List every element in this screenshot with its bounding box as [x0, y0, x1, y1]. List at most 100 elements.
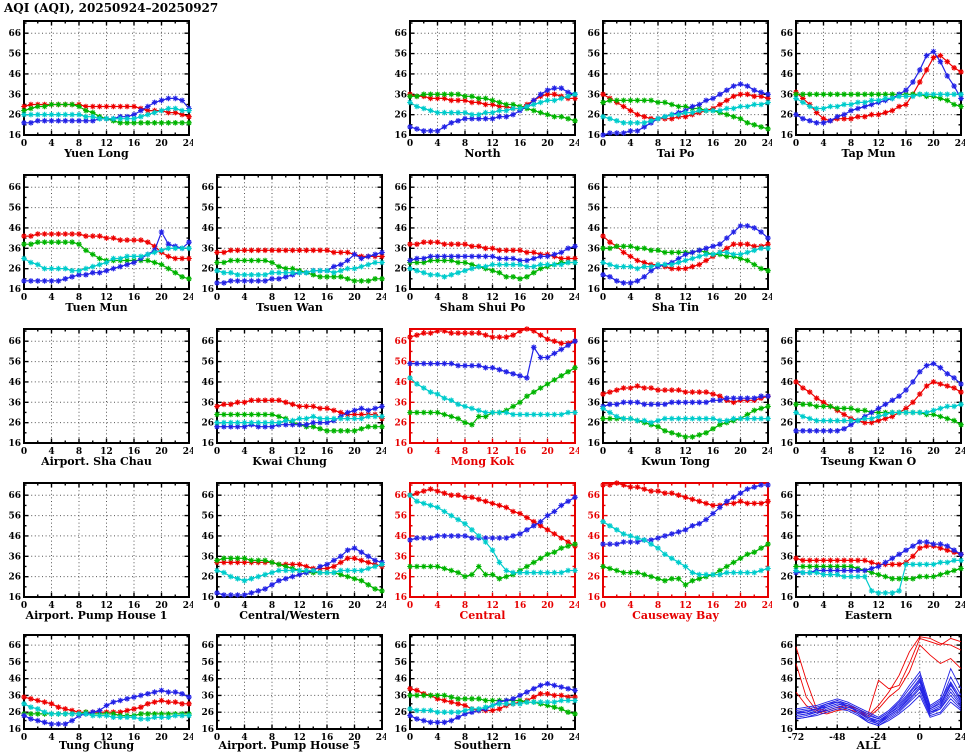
svg-text:16: 16 — [128, 601, 141, 611]
svg-text:24: 24 — [955, 139, 965, 149]
svg-text:56: 56 — [8, 204, 21, 214]
svg-text:12: 12 — [100, 601, 113, 611]
svg-text:46: 46 — [780, 378, 793, 388]
svg-text:36: 36 — [587, 244, 600, 254]
svg-text:36: 36 — [8, 90, 21, 100]
svg-text:26: 26 — [780, 419, 793, 429]
svg-text:4: 4 — [241, 447, 247, 457]
svg-text:26: 26 — [394, 573, 407, 583]
svg-text:12: 12 — [486, 601, 499, 611]
svg-text:16: 16 — [514, 139, 527, 149]
svg-text:46: 46 — [201, 532, 214, 542]
svg-text:26: 26 — [394, 708, 407, 718]
svg-text:16: 16 — [707, 139, 720, 149]
svg-text:4: 4 — [434, 601, 440, 611]
station-label: Sham Shui Po — [439, 301, 526, 314]
chart-yuen-long: 0 4 8 12 16 20 24 16 26 36 46 56 66 Yuen Long — [0, 18, 193, 160]
svg-text:16: 16 — [8, 593, 21, 603]
svg-text:16: 16 — [900, 601, 913, 611]
chart-airport-pump-house-5: 0 4 8 12 16 20 24 16 26 36 46 56 66 Airport. Pump Hou… — [193, 632, 386, 752]
station-label: Kwun Tong — [641, 455, 710, 468]
svg-text:46: 46 — [394, 378, 407, 388]
page-title: AQI (AQI), 20250924–20250927 — [4, 1, 219, 15]
svg-text:24: 24 — [762, 447, 772, 457]
svg-text:56: 56 — [8, 358, 21, 368]
svg-text:24: 24 — [183, 601, 193, 611]
station-label: Central — [459, 609, 506, 622]
svg-text:66: 66 — [201, 641, 214, 651]
svg-text:12: 12 — [100, 293, 113, 303]
svg-text:26: 26 — [780, 111, 793, 121]
svg-text:12: 12 — [100, 733, 113, 742]
svg-text:0: 0 — [407, 447, 413, 457]
svg-text:66: 66 — [780, 29, 793, 39]
svg-text:56: 56 — [201, 658, 214, 668]
chart-plot-central: 0 4 8 12 16 20 24 16 26 36 46 56 66 — [394, 482, 579, 611]
svg-text:56: 56 — [394, 50, 407, 60]
svg-text:8: 8 — [462, 733, 468, 742]
svg-text:8: 8 — [269, 447, 275, 457]
svg-text:56: 56 — [201, 358, 214, 368]
svg-text:0: 0 — [407, 293, 413, 303]
svg-text:16: 16 — [707, 293, 720, 303]
svg-text:8: 8 — [462, 447, 468, 457]
svg-text:20: 20 — [155, 733, 168, 742]
chart-plot-tuen-mun: 0 4 8 12 16 20 24 16 26 36 46 56 66 — [8, 174, 193, 303]
svg-text:12: 12 — [486, 733, 499, 742]
svg-text:0: 0 — [793, 601, 799, 611]
svg-text:12: 12 — [679, 601, 692, 611]
svg-text:26: 26 — [8, 111, 21, 121]
svg-text:-72: -72 — [788, 733, 804, 742]
svg-text:16: 16 — [707, 601, 720, 611]
svg-text:46: 46 — [8, 675, 21, 685]
svg-text:16: 16 — [780, 593, 793, 603]
chart-mong-kok: 0 4 8 12 16 20 24 16 26 36 46 56 66 Mong Kok — [386, 326, 579, 468]
svg-text:-48: -48 — [829, 733, 845, 742]
svg-text:8: 8 — [76, 139, 82, 149]
svg-text:56: 56 — [780, 50, 793, 60]
svg-text:66: 66 — [394, 641, 407, 651]
svg-text:0: 0 — [21, 447, 27, 457]
svg-text:12: 12 — [679, 293, 692, 303]
svg-text:4: 4 — [48, 601, 54, 611]
chart-plot-southern: 0 4 8 12 16 20 24 16 26 36 46 56 66 — [394, 634, 579, 742]
chart-north: 0 4 8 12 16 20 24 16 26 36 46 56 66 North — [386, 18, 579, 160]
svg-text:36: 36 — [394, 552, 407, 562]
svg-text:26: 26 — [201, 573, 214, 583]
svg-text:16: 16 — [201, 285, 214, 295]
svg-text:24: 24 — [762, 139, 772, 149]
svg-text:16: 16 — [587, 593, 600, 603]
station-label: Yuen Long — [64, 147, 129, 160]
svg-text:26: 26 — [394, 265, 407, 275]
svg-text:26: 26 — [201, 265, 214, 275]
svg-text:20: 20 — [541, 139, 554, 149]
svg-text:8: 8 — [462, 601, 468, 611]
svg-text:66: 66 — [587, 337, 600, 347]
svg-text:8: 8 — [76, 601, 82, 611]
svg-text:20: 20 — [348, 733, 361, 742]
svg-text:46: 46 — [394, 532, 407, 542]
chart-plot-tap-mun: 0 4 8 12 16 20 24 16 26 36 46 56 66 — [780, 20, 965, 149]
svg-text:16: 16 — [900, 139, 913, 149]
chart-airport-sha-chau: 0 4 8 12 16 20 24 16 26 36 46 56 66 Airport. Sha Chau — [0, 326, 193, 468]
svg-text:36: 36 — [587, 552, 600, 562]
svg-text:56: 56 — [394, 658, 407, 668]
svg-text:16: 16 — [587, 131, 600, 141]
svg-text:24: 24 — [569, 447, 579, 457]
svg-text:56: 56 — [394, 358, 407, 368]
svg-text:16: 16 — [587, 285, 600, 295]
svg-text:4: 4 — [627, 447, 633, 457]
svg-text:24: 24 — [955, 601, 965, 611]
chart-plot-tai-po: 0 4 8 12 16 20 24 16 26 36 46 56 66 — [587, 20, 772, 149]
svg-text:0: 0 — [214, 733, 220, 742]
svg-text:26: 26 — [8, 708, 21, 718]
svg-text:66: 66 — [201, 183, 214, 193]
svg-text:20: 20 — [734, 293, 747, 303]
svg-text:36: 36 — [8, 398, 21, 408]
svg-text:4: 4 — [627, 601, 633, 611]
svg-text:36: 36 — [780, 691, 793, 701]
svg-text:8: 8 — [655, 139, 661, 149]
svg-text:26: 26 — [201, 419, 214, 429]
svg-text:36: 36 — [394, 691, 407, 701]
chart-eastern: 0 4 8 12 16 20 24 16 26 36 46 56 66 Eastern — [772, 480, 965, 622]
